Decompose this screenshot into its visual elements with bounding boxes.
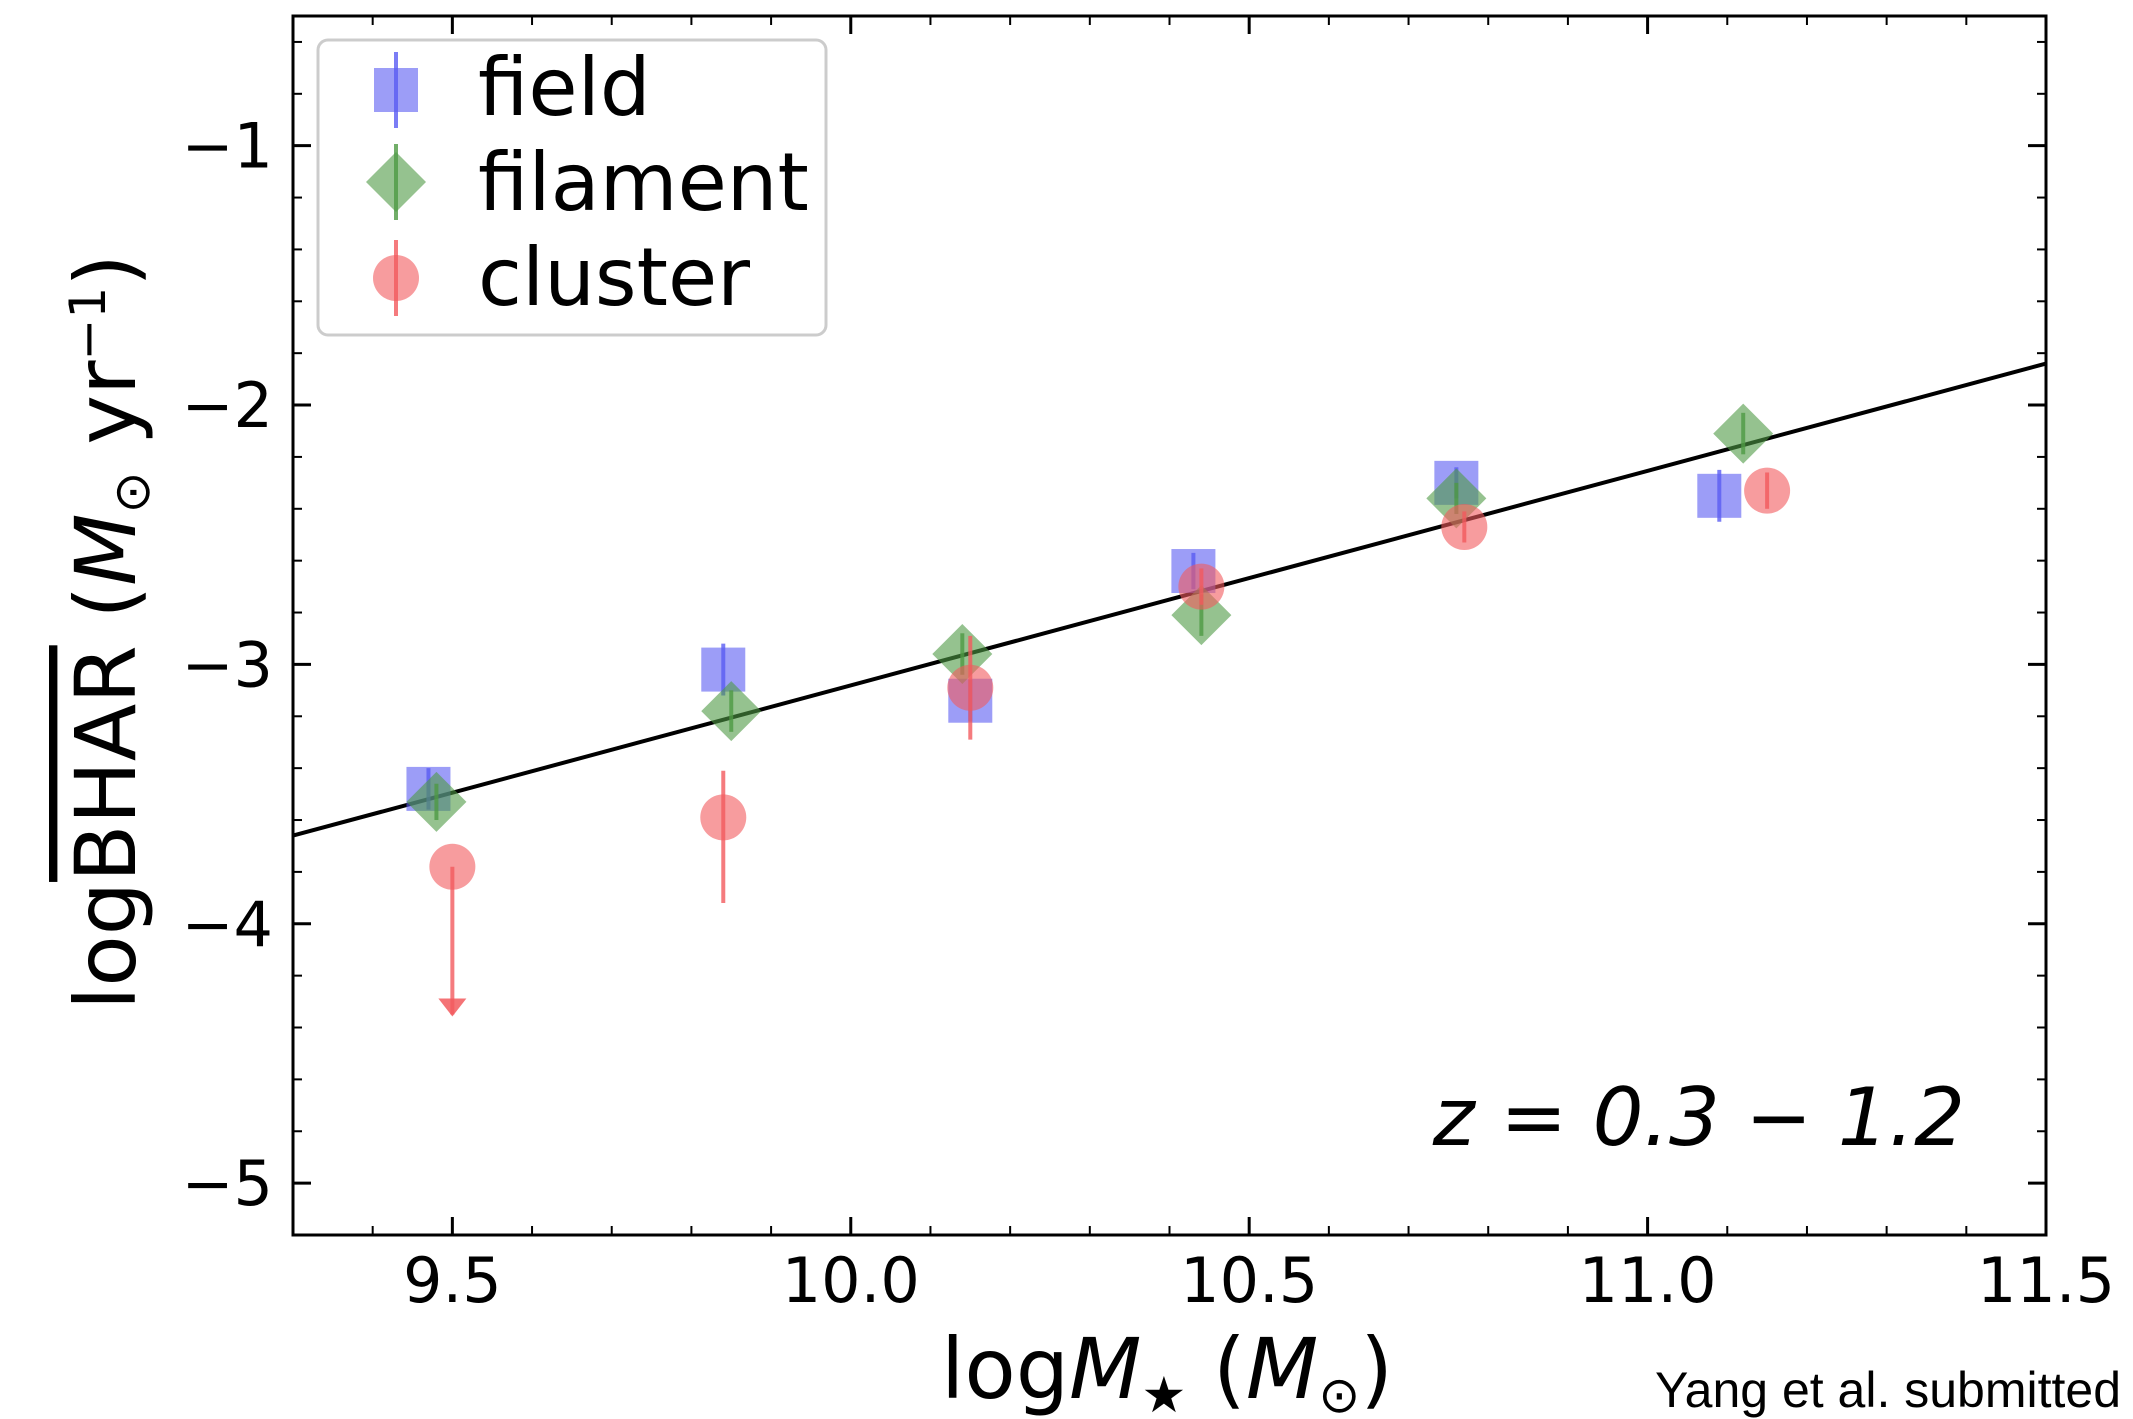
plot-frame: [291, 14, 2048, 1237]
legend: field filament cluster: [316, 38, 828, 337]
cluster-point: [429, 843, 476, 890]
x-tick-label: 10.5: [1180, 1244, 1318, 1317]
legend-markers: [366, 52, 426, 316]
x-tick-label: 10.0: [782, 1244, 920, 1317]
series-field: [406, 460, 1742, 811]
filament-point: [406, 771, 467, 832]
cluster-upper-limit-arrow: [438, 998, 467, 1017]
field-point: [1697, 473, 1742, 518]
legend-box: [316, 38, 828, 337]
y-tick-label: −4: [182, 888, 273, 961]
cluster-point: [1744, 467, 1791, 514]
x-tick-label: 11.5: [1977, 1244, 2115, 1317]
legend-label-filament: filament: [478, 136, 809, 229]
legend-cluster-marker: [373, 255, 419, 301]
y-tick-label: −5: [182, 1147, 273, 1220]
x-axis-title: logM★ (M⊙): [941, 1320, 1393, 1419]
citation-credit: Yang et al. submitted: [1655, 1362, 2121, 1418]
x-tick-label: 11.0: [1579, 1244, 1717, 1317]
cluster-point: [700, 794, 747, 841]
cluster-point: [1178, 563, 1225, 610]
y-axis-title: logBHAR (M⊙ yr−1): [57, 254, 161, 1010]
y-tick-label: −1: [182, 110, 273, 183]
filament-point: [1713, 403, 1774, 464]
plot-data: [292, 361, 2047, 1017]
axis-ticks: 9.5 10.0 10.5 11.0 11.5 −1 −2 −3 −4 −5: [182, 16, 2115, 1317]
redshift-annotation: z = 0.3 − 1.2: [1432, 1071, 1965, 1164]
cluster-point: [947, 664, 994, 711]
x-tick-label: 9.5: [403, 1244, 502, 1317]
filament-point: [701, 681, 762, 742]
y-tick-label: −3: [182, 628, 273, 701]
y-tick-label: −2: [182, 369, 273, 442]
legend-filament-marker: [366, 152, 426, 212]
series-filament: [406, 403, 1774, 832]
cluster-point: [1441, 503, 1488, 550]
legend-field-marker: [374, 68, 418, 112]
best-fit-line: [292, 361, 2047, 838]
series-cluster: [429, 467, 1791, 1017]
legend-label-cluster: cluster: [478, 231, 750, 324]
field-point: [701, 647, 746, 692]
legend-label-field: field: [478, 41, 651, 134]
